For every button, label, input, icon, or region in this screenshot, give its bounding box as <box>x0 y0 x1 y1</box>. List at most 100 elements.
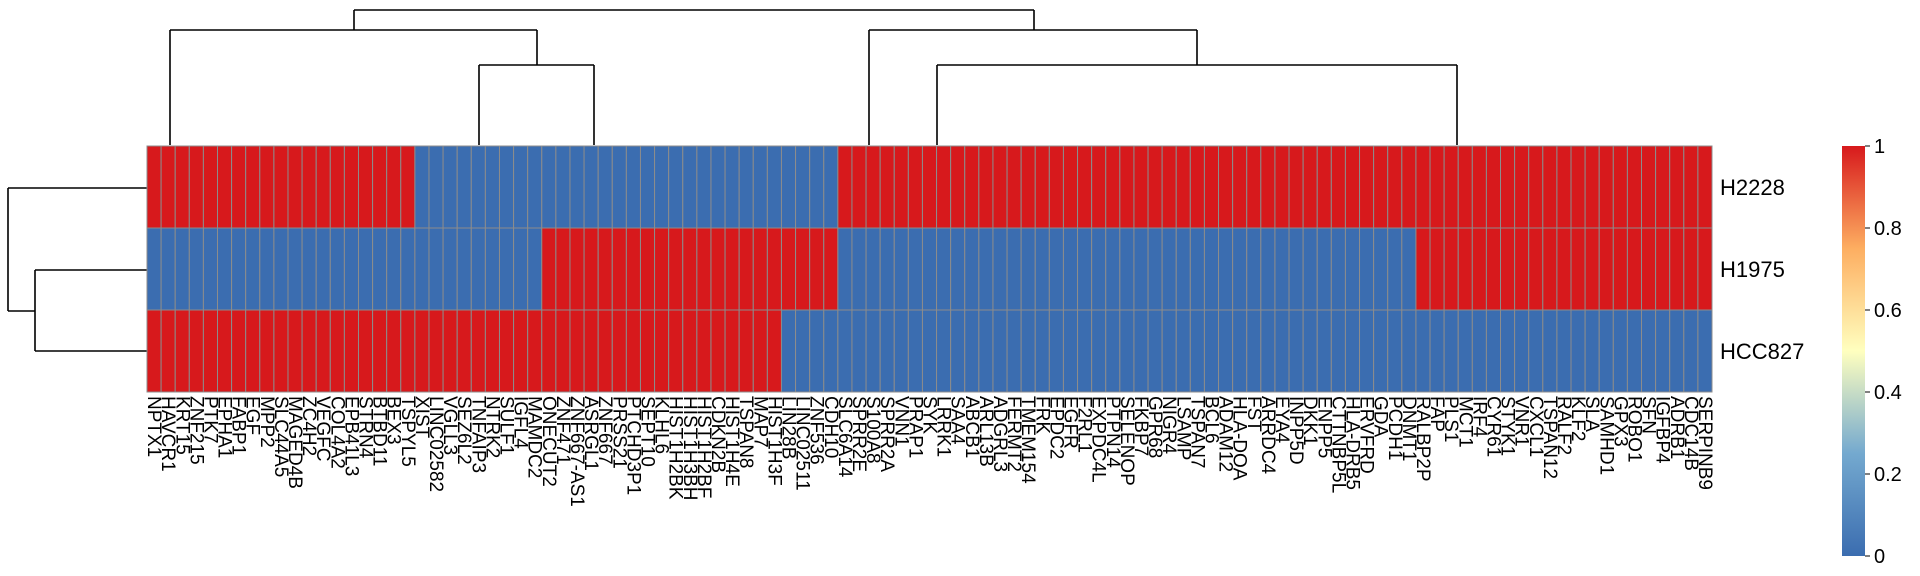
heatmap-cell <box>795 309 811 393</box>
heatmap-cell <box>1147 309 1163 393</box>
heatmap-cell <box>1274 309 1290 393</box>
heatmap-cell <box>865 145 881 229</box>
heatmap-cell <box>1091 227 1107 311</box>
column-label: PTK7 <box>199 396 220 444</box>
heatmap-cell <box>837 227 853 311</box>
heatmap-cell <box>1302 309 1318 393</box>
heatmap-cell <box>879 227 895 311</box>
heatmap-cell <box>1203 145 1220 229</box>
heatmap-cell <box>1570 309 1586 393</box>
heatmap-cell <box>541 145 557 229</box>
heatmap-cell <box>1429 309 1445 393</box>
heatmap-cell <box>851 309 867 393</box>
heatmap-cell <box>541 309 557 393</box>
heatmap-cell <box>202 309 218 393</box>
heatmap-cell <box>1556 309 1572 393</box>
column-label: STYK1 <box>1497 396 1518 456</box>
heatmap-cell <box>1570 145 1586 229</box>
heatmap-cell <box>400 227 416 311</box>
heatmap-cell <box>710 309 726 393</box>
column-label: VNR1 <box>1511 396 1532 447</box>
heatmap-cell <box>1457 309 1473 393</box>
heatmap-cell <box>357 227 374 311</box>
heatmap-cell <box>696 227 712 311</box>
column-label: SLA <box>1581 396 1602 432</box>
heatmap-cell <box>1062 145 1079 229</box>
heatmap-cell <box>287 309 303 393</box>
column-label: FABP1 <box>228 396 249 455</box>
heatmap-cell <box>823 145 839 229</box>
heatmap-cell <box>1626 309 1643 393</box>
heatmap-cell <box>1105 145 1121 229</box>
heatmap-cell <box>1246 227 1262 311</box>
heatmap-cell <box>851 227 867 311</box>
heatmap-cell <box>414 309 430 393</box>
column-label: MPP2 <box>256 396 277 448</box>
column-label: VNN1 <box>890 396 911 447</box>
heatmap-cell <box>992 145 1008 229</box>
column-label: PTCHD3P1 <box>622 396 643 495</box>
heatmap-cell <box>780 309 797 393</box>
heatmap-cell <box>1246 145 1262 229</box>
column-label: GPX3 <box>1609 396 1630 447</box>
heatmap-cell <box>1091 309 1107 393</box>
heatmap-cell <box>809 309 825 393</box>
heatmap-cell <box>1542 227 1558 311</box>
heatmap-cell <box>273 309 289 393</box>
column-label: SEPT10 <box>637 396 658 467</box>
heatmap-cell <box>1669 145 1685 229</box>
column-label: EPDC2 <box>1045 396 1066 459</box>
heatmap-cell <box>752 227 768 311</box>
heatmap-cell <box>1344 145 1361 229</box>
heatmap-cell <box>400 309 416 393</box>
heatmap-cell <box>541 227 557 311</box>
column-label: ADGRL3 <box>989 396 1010 472</box>
heatmap-cell <box>357 145 374 229</box>
column-label: SFN <box>1638 396 1659 434</box>
column-label: ZNF667 <box>594 396 615 465</box>
heatmap-cell <box>809 227 825 311</box>
heatmap-cell <box>1697 227 1713 311</box>
heatmap-cell <box>1359 227 1375 311</box>
heatmap-cell <box>1500 309 1516 393</box>
column-label: ZNF536 <box>806 396 827 465</box>
heatmap-cell <box>837 309 853 393</box>
heatmap-cell <box>245 227 261 311</box>
heatmap-cell <box>372 145 388 229</box>
column-label: PCDH1 <box>1384 396 1405 460</box>
column-label: DKK1 <box>1299 396 1320 446</box>
heatmap-cell <box>1020 227 1036 311</box>
heatmap-cell <box>1485 145 1502 229</box>
heatmap-cell <box>217 227 233 311</box>
heatmap-cell <box>625 145 641 229</box>
legend-tick-label: 0.2 <box>1874 464 1902 486</box>
heatmap-cell <box>1062 227 1079 311</box>
heatmap-cell <box>513 309 529 393</box>
heatmap-cell <box>498 227 515 311</box>
heatmap-cell <box>1641 145 1657 229</box>
heatmap-cell <box>639 227 656 311</box>
column-label: FAP <box>1426 396 1447 432</box>
column-label: VEGFC <box>312 396 333 461</box>
heatmap-cell <box>1542 145 1558 229</box>
heatmap-cell <box>1655 145 1671 229</box>
heatmap-cell <box>921 309 938 393</box>
heatmap-cell <box>442 309 458 393</box>
column-label: TSPYL5 <box>397 396 418 467</box>
heatmap-cell <box>188 145 204 229</box>
column-label: LINC02511 <box>792 396 813 491</box>
heatmap-cell <box>456 145 472 229</box>
column-label: MAP7 <box>749 396 770 448</box>
heatmap-cell <box>513 145 529 229</box>
column-label: SPRR2A <box>876 396 897 472</box>
heatmap-cell <box>1161 309 1177 393</box>
heatmap-cell <box>315 145 331 229</box>
heatmap-cell <box>1697 309 1713 393</box>
heatmap-cell <box>1556 145 1572 229</box>
column-label: COL4A2 <box>326 396 347 469</box>
heatmap-cell <box>1359 309 1375 393</box>
heatmap-cell <box>1288 227 1304 311</box>
heatmap-cell <box>217 309 233 393</box>
heatmap-cell <box>1330 145 1346 229</box>
